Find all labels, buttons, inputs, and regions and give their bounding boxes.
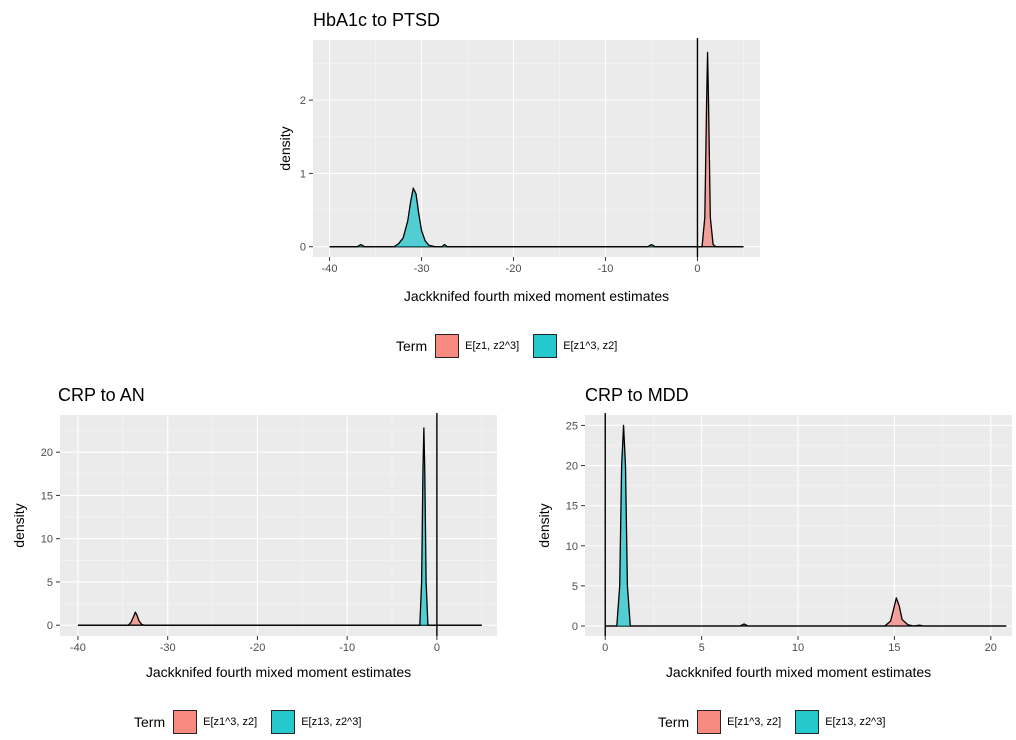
x-tick-label: -10 xyxy=(598,263,614,275)
legend-key-red xyxy=(435,334,460,358)
x-tick-label: -20 xyxy=(249,642,265,654)
density-area-2 xyxy=(329,188,744,247)
y-tick-label: 5 xyxy=(47,577,53,589)
legend-title: Term xyxy=(134,714,166,730)
x-axis-title: Jackknifed fourth mixed moment estimates xyxy=(666,664,931,680)
x-tick-label: 0 xyxy=(434,642,440,654)
x-tick-label: -30 xyxy=(414,263,430,275)
legend-label-1: E[z1^3, z2] xyxy=(203,716,258,728)
legend-label-2: E[z13, z2^3] xyxy=(825,716,886,728)
x-tick-label: 0 xyxy=(602,642,608,654)
y-axis-title: density xyxy=(11,503,27,547)
y-tick-label: 0 xyxy=(572,621,578,633)
density-line-2 xyxy=(77,427,482,626)
y-tick-label: 15 xyxy=(566,501,578,513)
y-tick-label: 20 xyxy=(41,447,53,459)
legend-title: Term xyxy=(396,338,428,354)
legend-label-1: E[z1^3, z2] xyxy=(727,716,782,728)
y-tick-label: 2 xyxy=(300,95,306,107)
chart-title: CRP to MDD xyxy=(585,385,689,405)
x-tick-label: 10 xyxy=(792,642,804,654)
y-tick-label: 15 xyxy=(41,490,53,502)
x-tick-label: -40 xyxy=(70,642,86,654)
legend-label-2: E[z13, z2^3] xyxy=(301,716,362,728)
chart-hba1c-ptsd: -40 -30 -20 -10 0 0 1 2 HbA1c to PTSD Jackknifed … xyxy=(277,10,760,304)
x-tick-label: 20 xyxy=(985,642,997,654)
x-tick-label: -20 xyxy=(506,263,522,275)
legend-crp-mdd: Term E[z1^3, z2] E[z13, z2^3] xyxy=(658,710,899,734)
y-tick-label: 20 xyxy=(566,461,578,473)
density-line-2 xyxy=(605,424,1007,627)
legend-key-teal xyxy=(533,334,558,358)
legend-key-teal xyxy=(795,710,820,734)
legend-key-red xyxy=(697,710,722,734)
legend-label-2: E[z1^3, z2] xyxy=(563,340,618,352)
legend-key-teal xyxy=(271,710,296,734)
y-tick-label: 5 xyxy=(572,581,578,593)
y-tick-label: 0 xyxy=(300,242,306,254)
panel-hba1c-ptsd: -40 -30 -20 -10 0 0 1 2 HbA1c to PTSD Jackknifed … xyxy=(277,10,760,304)
y-tick-label: 25 xyxy=(566,420,578,432)
y-tick-label: 10 xyxy=(566,541,578,553)
y-tick-label: 0 xyxy=(47,620,53,632)
density-line-2 xyxy=(329,187,744,248)
y-tick-label: 1 xyxy=(300,168,306,180)
chart-title: HbA1c to PTSD xyxy=(313,10,440,30)
density-line-1 xyxy=(329,51,744,248)
x-tick-label: 5 xyxy=(699,642,705,654)
y-axis-title: density xyxy=(536,503,552,547)
legend-hba1c-ptsd: Term E[z1, z2^3] E[z1^3, z2] xyxy=(396,334,631,358)
y-axis-title: density xyxy=(277,126,293,170)
x-tick-label: -30 xyxy=(160,642,176,654)
x-axis-title: Jackknifed fourth mixed moment estimates xyxy=(404,288,669,304)
legend-crp-an: Term E[z1^3, z2] E[z13, z2^3] xyxy=(134,710,375,734)
y-tick-label: 10 xyxy=(41,534,53,546)
plot-background xyxy=(313,40,760,257)
x-tick-label: 0 xyxy=(694,263,700,275)
legend-key-red xyxy=(173,710,198,734)
chart-title: CRP to AN xyxy=(58,385,145,405)
x-tick-label: -40 xyxy=(322,263,338,275)
legend-title: Term xyxy=(658,714,690,730)
legend-label-1: E[z1, z2^3] xyxy=(465,340,520,352)
x-tick-label: 15 xyxy=(888,642,900,654)
x-axis-title: Jackknifed fourth mixed moment estimates xyxy=(146,664,411,680)
x-tick-label: -10 xyxy=(339,642,355,654)
